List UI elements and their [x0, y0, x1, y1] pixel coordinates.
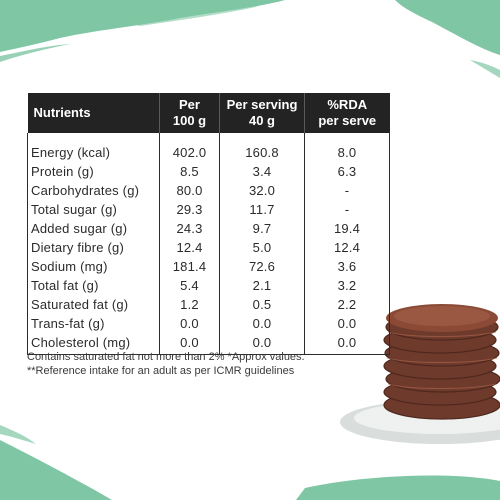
table-row: Cholesterol (mg) 0.0 0.0 0.0 — [27, 333, 390, 355]
per-serving-value: 3.4 — [219, 162, 305, 181]
nutrient-name: Sodium (mg) — [27, 257, 160, 276]
per-serving-value: 0.0 — [219, 314, 305, 333]
per-serving-value: 11.7 — [219, 200, 305, 219]
table-row: Protein (g) 8.5 3.4 6.3 — [27, 162, 390, 181]
nutrient-name: Carbohydrates (g) — [27, 181, 160, 200]
per-100g-value: 0.0 — [159, 314, 220, 333]
per-100g-value: 8.5 — [159, 162, 220, 181]
nutrient-name: Total fat (g) — [27, 276, 160, 295]
per-100g-value: 12.4 — [159, 238, 220, 257]
rda-value: 0.0 — [304, 333, 390, 355]
table-row: Trans-fat (g) 0.0 0.0 0.0 — [27, 314, 390, 333]
per-100g-value: 24.3 — [159, 219, 220, 238]
table-row: Total fat (g) 5.4 2.1 3.2 — [27, 276, 390, 295]
rda-value: 3.6 — [304, 257, 390, 276]
rda-value: 0.0 — [304, 314, 390, 333]
rda-value: 8.0 — [304, 143, 390, 162]
table-row: Energy (kcal) 402.0 160.8 8.0 — [27, 143, 390, 162]
table-row: Total sugar (g) 29.3 11.7 - — [27, 200, 390, 219]
per-100g-value: 181.4 — [159, 257, 220, 276]
table-row: Saturated fat (g) 1.2 0.5 2.2 — [27, 295, 390, 314]
header-per-serving: Per serving 40 g — [219, 93, 305, 133]
nutrient-name: Energy (kcal) — [27, 143, 160, 162]
nutrient-name: Added sugar (g) — [27, 219, 160, 238]
per-serving-value: 5.0 — [219, 238, 305, 257]
green-brush-top-right — [395, 0, 500, 78]
nutrient-name: Saturated fat (g) — [27, 295, 160, 314]
nutrient-name: Protein (g) — [27, 162, 160, 181]
footnote-saturated-fat: Contains saturated fat not more than 2% … — [27, 351, 305, 363]
per-serving-value: 0.0 — [219, 333, 305, 355]
per-serving-value: 9.7 — [219, 219, 305, 238]
per-100g-value: 5.4 — [159, 276, 220, 295]
rda-value: - — [304, 200, 390, 219]
rda-value: 3.2 — [304, 276, 390, 295]
rda-value: 6.3 — [304, 162, 390, 181]
header-per-100g: Per 100 g — [159, 93, 220, 133]
table-row: Added sugar (g) 24.3 9.7 19.4 — [27, 219, 390, 238]
per-100g-value: 80.0 — [159, 181, 220, 200]
rda-value: 19.4 — [304, 219, 390, 238]
rda-value: 12.4 — [304, 238, 390, 257]
nutrient-name: Dietary fibre (g) — [27, 238, 160, 257]
per-100g-value: 0.0 — [159, 333, 220, 355]
per-serving-value: 32.0 — [219, 181, 305, 200]
nutrient-name: Total sugar (g) — [27, 200, 160, 219]
green-brush-top-left — [0, 0, 285, 62]
green-brush-bottom-left — [0, 425, 112, 500]
green-brush-bottom-right — [296, 475, 500, 500]
per-serving-value: 160.8 — [219, 143, 305, 162]
table-spacer-row — [27, 133, 390, 143]
header-rda: %RDA per serve — [304, 93, 390, 133]
pancake-stack-image — [340, 304, 500, 444]
table-header-row: Nutrients Per 100 g Per serving 40 g %RD… — [27, 93, 390, 133]
nutrient-name: Trans-fat (g) — [27, 314, 160, 333]
per-serving-value: 72.6 — [219, 257, 305, 276]
table-row: Carbohydrates (g) 80.0 32.0 - — [27, 181, 390, 200]
per-100g-value: 29.3 — [159, 200, 220, 219]
nutrition-table: Nutrients Per 100 g Per serving 40 g %RD… — [27, 93, 390, 355]
per-serving-value: 2.1 — [219, 276, 305, 295]
rda-value: - — [304, 181, 390, 200]
footnote-reference-intake: **Reference intake for an adult as per I… — [27, 365, 295, 377]
per-100g-value: 402.0 — [159, 143, 220, 162]
header-nutrients: Nutrients — [27, 93, 160, 133]
footnotes: Contains saturated fat not more than 2% … — [27, 350, 407, 378]
per-100g-value: 1.2 — [159, 295, 220, 314]
per-serving-value: 0.5 — [219, 295, 305, 314]
table-row: Dietary fibre (g) 12.4 5.0 12.4 — [27, 238, 390, 257]
table-row: Sodium (mg) 181.4 72.6 3.6 — [27, 257, 390, 276]
rda-value: 2.2 — [304, 295, 390, 314]
